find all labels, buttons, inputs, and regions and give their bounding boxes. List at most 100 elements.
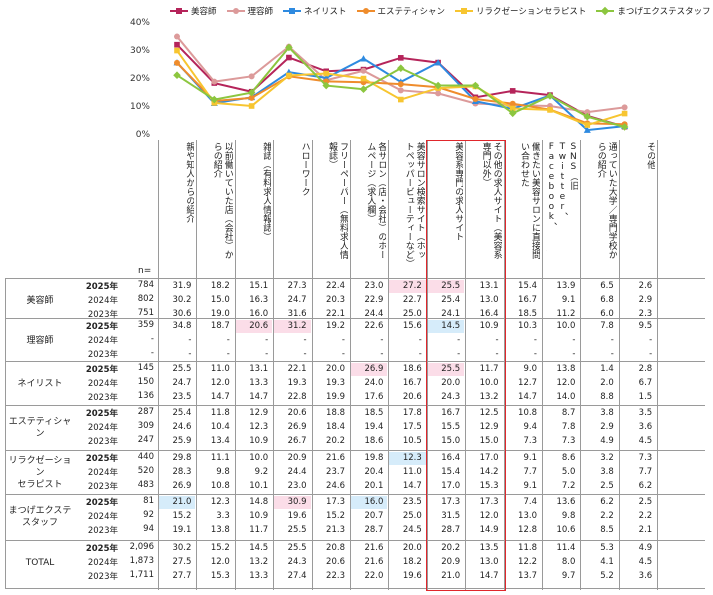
table-cell: 7.3 <box>561 436 576 446</box>
table-cell: 25.5 <box>427 363 465 376</box>
data-point <box>584 109 591 116</box>
year-label: 2025年 <box>85 322 118 332</box>
table-cell: 28.3 <box>172 467 192 477</box>
table-cell: 21.6 <box>364 543 384 553</box>
table-cell: 10.8 <box>210 481 230 491</box>
year-label: 2024年 <box>87 336 118 346</box>
data-point <box>621 110 628 117</box>
group-label: 理容師 <box>26 336 54 346</box>
table-cell: 20.0 <box>441 378 461 388</box>
table-cell: 7.2 <box>561 481 576 491</box>
table-cell: 17.3 <box>479 497 499 507</box>
table-cell: 10.3 <box>518 321 537 331</box>
table-cell: 21.0 <box>441 571 461 581</box>
table-cell: 34.8 <box>172 321 192 331</box>
table-cell: 13.0 <box>479 557 499 567</box>
table-cell: 15.2 <box>172 511 192 521</box>
data-point <box>509 100 516 107</box>
table-cell: 19.4 <box>364 422 384 432</box>
group-label: エステティシャン <box>8 417 72 439</box>
table-cell: 12.0 <box>210 378 230 388</box>
table-cell: 8.8 <box>600 392 614 402</box>
table-cell: 19.3 <box>326 378 345 388</box>
year-label: 2025年 <box>85 454 118 464</box>
column-divider <box>542 140 543 590</box>
column-divider <box>158 140 159 590</box>
table-cell: 15.6 <box>402 321 422 331</box>
sample-size: 1,873 <box>129 556 154 566</box>
table-cell: 15.3 <box>479 481 499 491</box>
table-cell: 18.4 <box>326 422 345 432</box>
group-divider <box>5 450 705 451</box>
data-point <box>547 107 553 113</box>
table-cell: 24.1 <box>441 309 461 319</box>
table-cell: 22.4 <box>326 281 345 291</box>
table-cell: 1.4 <box>600 364 614 374</box>
table-cell: 7.7 <box>523 467 537 477</box>
data-point <box>174 41 180 48</box>
table-cell: 7.3 <box>638 453 653 463</box>
table-cell: 18.2 <box>210 281 230 291</box>
series-5 <box>173 43 629 131</box>
data-point <box>583 112 592 121</box>
table-cell: 8.5 <box>600 525 614 535</box>
year-label: 2023年 <box>87 437 118 447</box>
table-cell: 24.5 <box>402 525 422 535</box>
column-divider <box>618 140 620 590</box>
column-header: 以前働いていた店（会社）からの紹介 <box>211 142 233 259</box>
year-label: 2025年 <box>85 409 118 419</box>
table-cell: 11.7 <box>249 525 269 535</box>
table-cell: 18.6 <box>364 436 384 446</box>
table-cell: 5.2 <box>600 571 614 581</box>
table-cell: 13.3 <box>249 378 269 388</box>
y-tick-label: 0% <box>136 130 151 140</box>
table-cell: 27.5 <box>172 557 192 567</box>
table-cell: 12.9 <box>249 408 269 418</box>
column-header: SNS（旧Twitter、Facebook、Instagramなど） <box>546 142 579 231</box>
year-label: 2023年 <box>87 526 118 536</box>
table-cell: 27.7 <box>172 571 192 581</box>
table-cell: - <box>457 349 461 359</box>
data-point <box>620 123 629 131</box>
data-point <box>508 109 517 118</box>
table-cell: 9.0 <box>523 364 537 374</box>
table-cell: 15.0 <box>441 436 461 446</box>
table-cell: 7.7 <box>638 467 653 477</box>
sample-size: 520 <box>137 466 154 476</box>
table-cell: 10.9 <box>249 436 269 446</box>
column-header: 働きたい美容サロンに直接問い合わせた <box>518 142 540 259</box>
table-cell: 24.6 <box>172 422 192 432</box>
sample-size: 287 <box>137 407 154 417</box>
table-cell: 16.7 <box>441 408 461 418</box>
table-cell: 12.2 <box>518 557 537 567</box>
y-tick-label: 20% <box>130 74 150 84</box>
group-divider <box>5 278 705 279</box>
table-cell: 31.9 <box>172 281 192 291</box>
table-cell: 13.2 <box>249 557 269 567</box>
column-header: 美容サロン検索サイト（ホットペッパービューティーなど） <box>403 142 425 266</box>
table-cell: 12.0 <box>556 378 576 388</box>
table-cell: - <box>380 349 384 359</box>
table-cell: 12.3 <box>210 497 230 507</box>
table-cell: - <box>380 335 384 345</box>
table-cell: - <box>572 349 576 359</box>
sample-size: 145 <box>137 363 154 373</box>
table-cell: 17.6 <box>364 392 384 402</box>
data-point <box>174 47 180 54</box>
legend-swatch <box>596 6 615 16</box>
sample-size: - <box>150 334 154 344</box>
table-cell: - <box>303 335 307 345</box>
column-header: 雑誌（有料求人情報誌） <box>261 142 272 241</box>
year-label: 2023年 <box>87 572 118 582</box>
table-cell: 9.4 <box>523 422 537 432</box>
table-cell: 3.8 <box>600 408 614 418</box>
table-cell: 10.4 <box>210 422 230 432</box>
legend-item: まつげエクステスタッフ <box>596 4 711 18</box>
table-cell: 25.4 <box>441 295 461 305</box>
year-label: 2023年 <box>87 482 118 492</box>
table-cell: 7.8 <box>600 321 614 331</box>
table-cell: 23.5 <box>172 392 192 402</box>
legend-swatch <box>226 6 245 16</box>
table-cell: 14.2 <box>479 467 499 477</box>
data-point <box>472 96 479 102</box>
